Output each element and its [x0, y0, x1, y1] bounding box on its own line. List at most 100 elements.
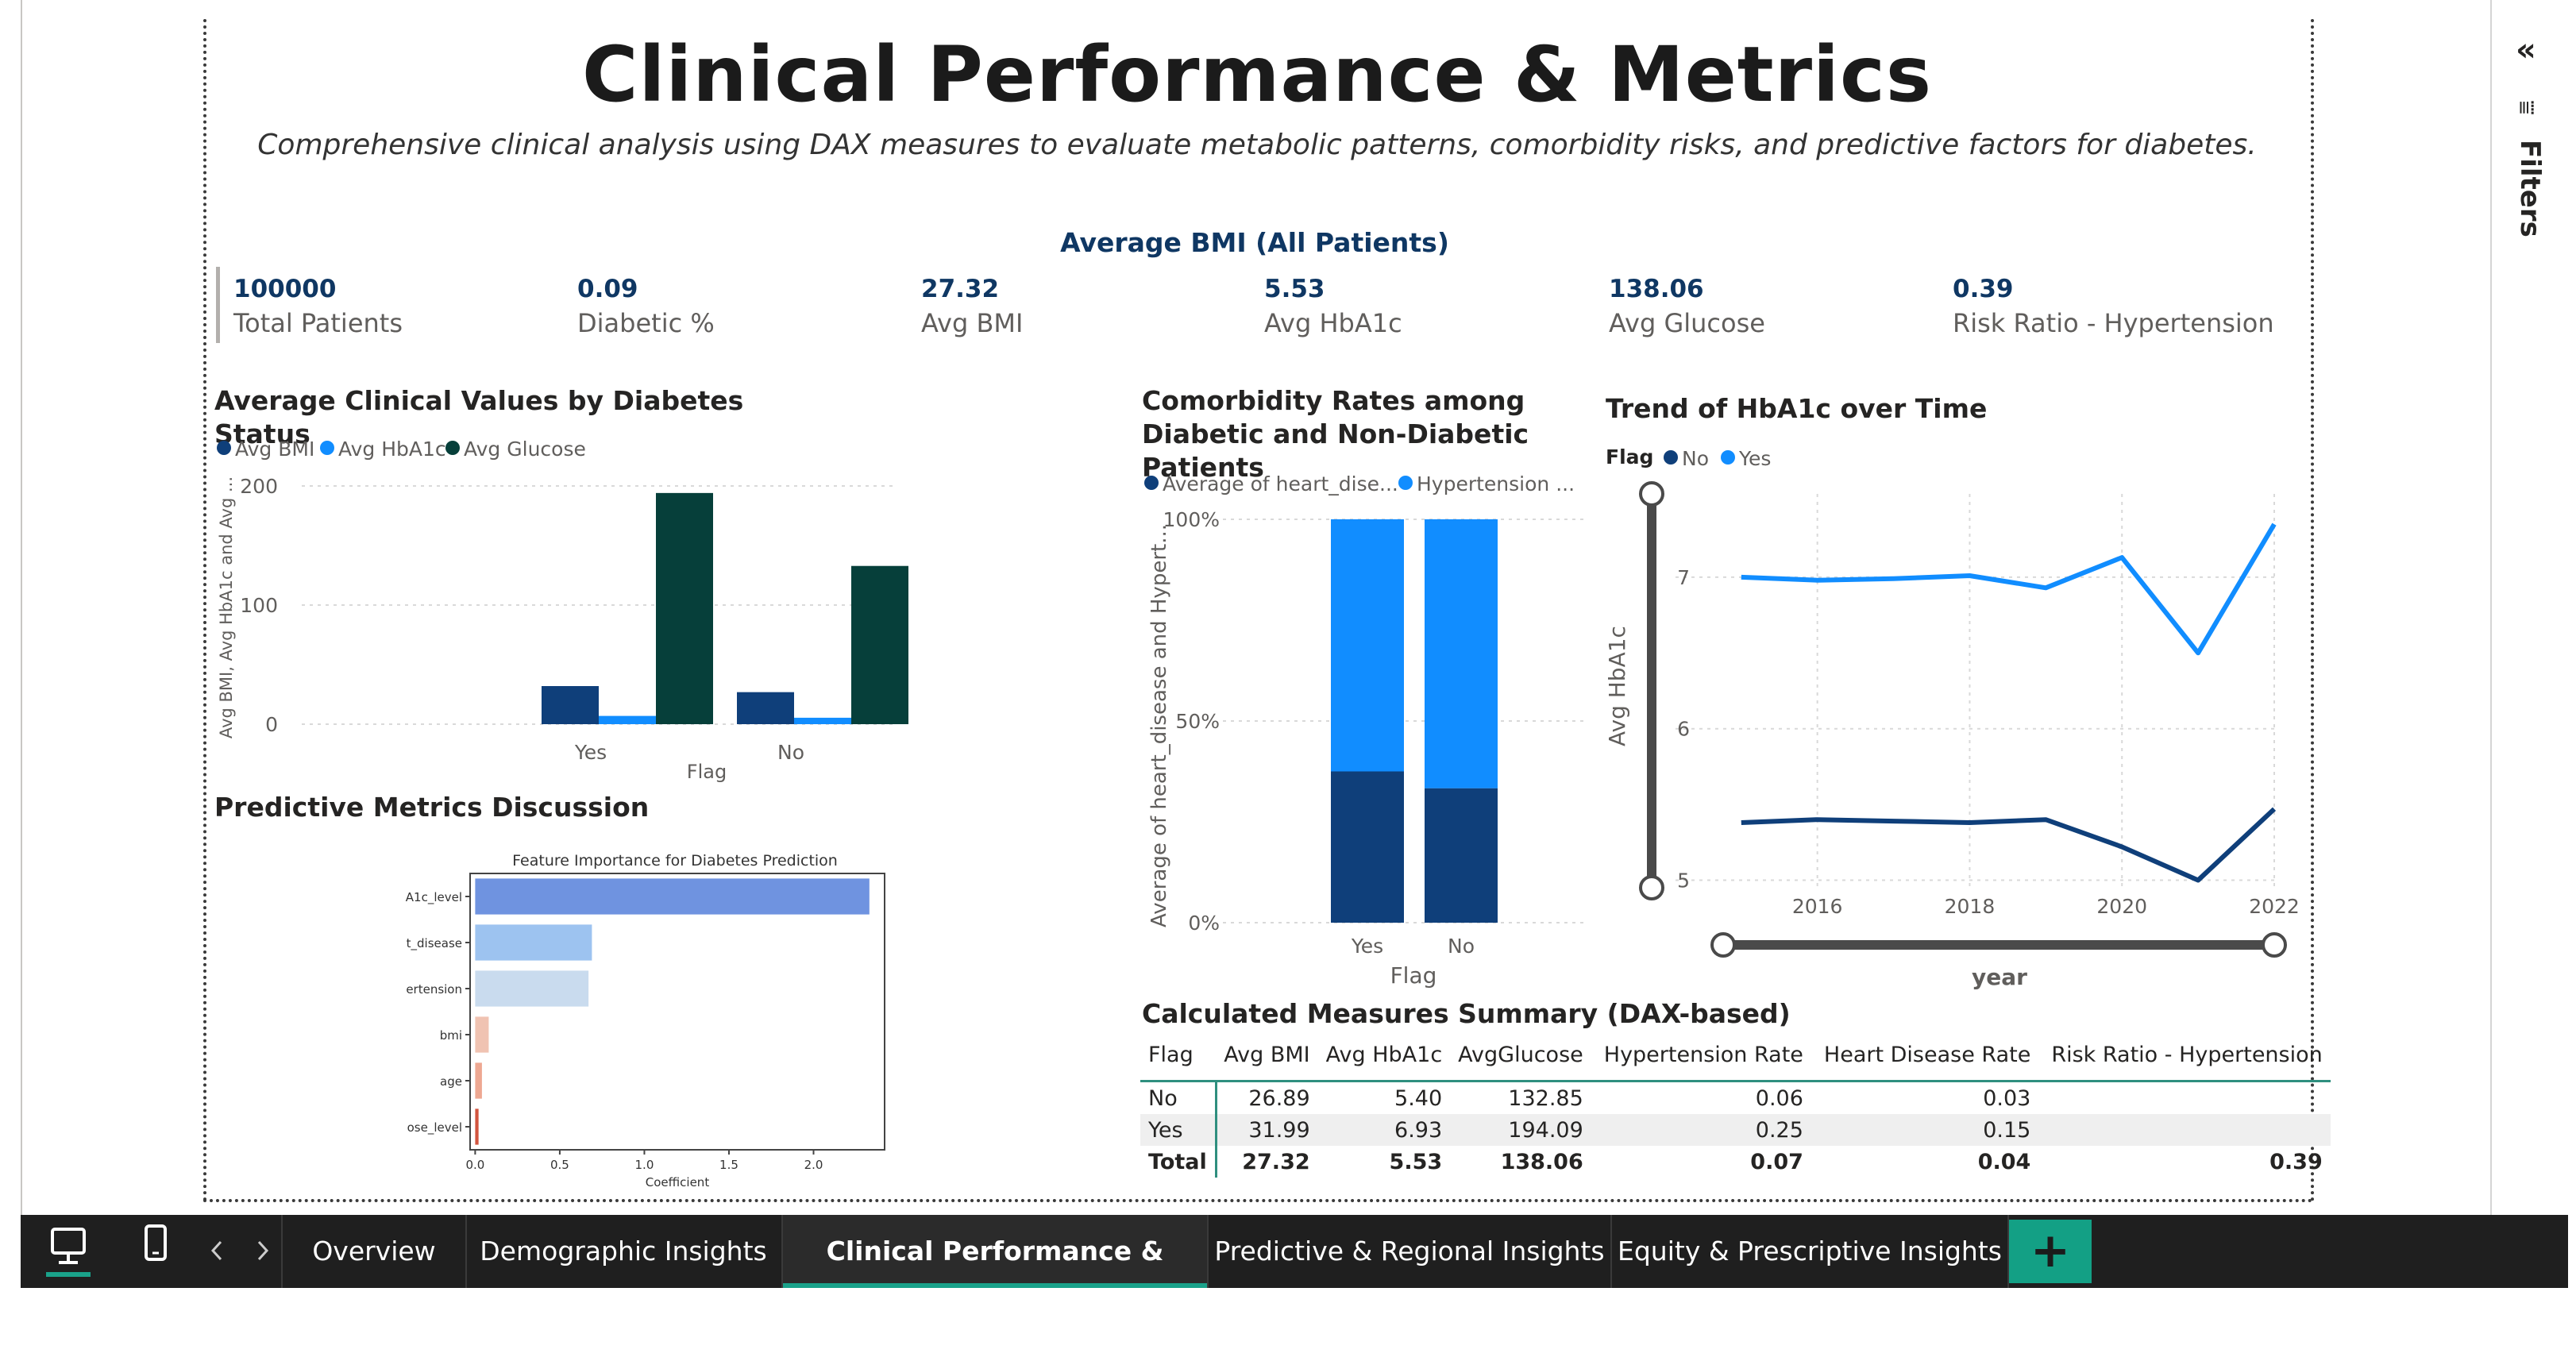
tab-demographic-insights[interactable]: Demographic Insights: [465, 1215, 783, 1288]
cell-hypertension-rate: 0.25: [1591, 1114, 1811, 1146]
cell-avg-hba1c: 6.93: [1317, 1114, 1451, 1146]
column-header-avg-bmi[interactable]: Avg BMI: [1216, 1029, 1318, 1082]
dax-table-title: Calculated Measures Summary (DAX-based): [1142, 998, 1791, 1029]
cell-total-avg-bmi: 27.32: [1242, 1149, 1310, 1174]
column-header-avg-hba1c[interactable]: Avg HbA1c: [1317, 1029, 1451, 1082]
filters-label[interactable]: Filters: [2514, 140, 2546, 237]
x-zoom-handle-right[interactable]: [2262, 932, 2287, 958]
filter-menu-icon[interactable]: ⩸: [2512, 100, 2540, 115]
feature-bar: [475, 970, 589, 1007]
hba1c-trend-chart-title[interactable]: Trend of HbA1c over Time: [1606, 393, 1988, 424]
cell-total-avg-hba1c: 5.53: [1389, 1149, 1443, 1174]
hba1c-trend-line-chart[interactable]: Flag No Yes Avg HbA1c year 5 6 7 2016 2018 20…: [1604, 445, 2300, 990]
x-tick-label: 0.5: [550, 1158, 569, 1172]
desktop-icon: [46, 1228, 91, 1277]
chevron-left-icon: [210, 1240, 222, 1261]
legend-swatch-heart-disease: [1144, 476, 1159, 490]
x-tick-label: 0.0: [465, 1158, 484, 1172]
desktop-layout-button[interactable]: [44, 1221, 92, 1278]
x-tick-label: 2016: [1792, 895, 1843, 918]
comorbidity-chart-title[interactable]: Comorbidity Rates among Diabetic and Non…: [1142, 385, 1529, 483]
x-axis-title: Flag: [1390, 962, 1437, 989]
kpi-total-patients-value: 100000: [233, 275, 337, 303]
feature-bar: [475, 1016, 489, 1053]
x-tick-label: 2018: [1945, 895, 1996, 918]
bar-hypertension: [1425, 519, 1498, 788]
next-page-button[interactable]: [253, 1239, 272, 1263]
column-header-avg-glucose[interactable]: AvgGlucose: [1450, 1029, 1591, 1082]
y-zoom-handle-bottom[interactable]: [1639, 875, 1664, 900]
x-tick-label: No: [777, 741, 804, 764]
cell-total-hypertension-rate: 0.07: [1750, 1149, 1803, 1174]
previous-page-button[interactable]: [208, 1239, 227, 1263]
y-tick-label: 0%: [1188, 912, 1220, 935]
tab-clinical-performance-metrics[interactable]: Clinical Performance & Metrics: [783, 1215, 1209, 1340]
clinical-values-chart-title[interactable]: Average Clinical Values by Diabetes Stat…: [214, 385, 744, 449]
column-header-risk-ratio[interactable]: Risk Ratio - Hypertension: [2038, 1029, 2331, 1082]
kpi-divider: [216, 267, 220, 343]
tab-predictive-regional-insights[interactable]: Predictive & Regional Insights: [1209, 1215, 1612, 1288]
y-tick-label: 100: [240, 594, 278, 617]
cell-total-risk-ratio: 0.39: [2269, 1149, 2323, 1174]
y-axis-title: Average of heart_disease and Hypert...: [1147, 524, 1171, 927]
mobile-layout-button[interactable]: [140, 1223, 172, 1267]
cell-heart-disease-rate: 0.03: [1983, 1085, 2031, 1111]
add-page-button[interactable]: +: [2009, 1220, 2092, 1283]
feature-bar: [475, 1062, 482, 1099]
x-zoom-handle-left[interactable]: [1710, 932, 1736, 958]
legend-swatch-avg-hba1c: [320, 441, 334, 455]
legend-no: No: [1682, 447, 1709, 470]
y-tick-label: 200: [240, 475, 278, 498]
y-axis-title: Avg HbA1c: [1604, 626, 1630, 746]
y-tick-label: 7: [1677, 566, 1690, 589]
comorbidity-stacked-chart[interactable]: Average of heart_dise... Hypertension ..…: [1144, 472, 1588, 989]
kpi-total-patients-label: Total Patients: [233, 308, 403, 338]
table-total-row: Total 27.32 5.53 138.06 0.07 0.04 0.39: [1140, 1146, 2331, 1178]
kpi-avg-glucose-value: 138.06: [1609, 275, 1704, 303]
cell-total-label: Total: [1140, 1146, 1217, 1178]
y-tick-label: t_disease: [407, 936, 462, 951]
column-header-heart-disease-rate[interactable]: Heart Disease Rate: [1811, 1029, 2039, 1082]
x-tick-label: 1.0: [635, 1158, 654, 1172]
legend-swatch-avg-glucose: [445, 441, 460, 455]
y-tick-label: ertension: [406, 982, 462, 997]
legend-yes: Yes: [1738, 447, 1771, 470]
bar-avg-glucose: [656, 492, 713, 724]
feature-importance-chart: Feature Importance for Diabetes Predicti…: [406, 852, 885, 1189]
filters-pane[interactable]: [2490, 0, 2576, 1215]
kpi-avg-glucose-label: Avg Glucose: [1609, 308, 1765, 338]
column-header-flag[interactable]: Flag: [1140, 1029, 1217, 1082]
kpi-risk-ratio-label: Risk Ratio - Hypertension: [1953, 308, 2274, 338]
cell-risk-ratio: [2038, 1081, 2330, 1115]
legend-avg-hba1c: Avg HbA1c: [338, 438, 446, 461]
clinical-values-bar-chart[interactable]: Avg BMI Avg HbA1c Avg Glucose Avg BMI, A…: [217, 438, 908, 783]
column-header-hypertension-rate[interactable]: Hypertension Rate: [1591, 1029, 1811, 1082]
cell-flag: No: [1140, 1081, 1217, 1114]
mobile-icon: [145, 1224, 167, 1261]
tab-equity-prescriptive-insights[interactable]: Equity & Prescriptive Insights: [1612, 1215, 2009, 1288]
bar-avg-bmi: [737, 692, 794, 724]
page-title: Clinical Performance & Metrics: [582, 30, 1932, 119]
chevron-right-icon: [257, 1240, 269, 1261]
y-zoom-handle-top[interactable]: [1639, 481, 1664, 507]
cell-avg-glucose: 194.09: [1450, 1114, 1591, 1146]
page-tab-bar: [21, 1215, 2568, 1288]
y-tick-label: 5: [1677, 869, 1690, 892]
tab-overview[interactable]: Overview: [281, 1215, 467, 1288]
kpi-avg-bmi-value: 27.32: [921, 275, 1000, 303]
charts-canvas: Avg BMI Avg HbA1c Avg Glucose Avg BMI, A…: [217, 438, 2300, 1189]
table-row[interactable]: No 26.89 5.40 132.85 0.06 0.03: [1140, 1081, 2331, 1115]
y-tick-label: 6: [1677, 718, 1690, 741]
cell-avg-hba1c: 5.40: [1394, 1085, 1443, 1111]
collapse-filters-icon[interactable]: «: [2516, 32, 2536, 68]
x-axis-title: year: [1972, 964, 2027, 990]
cell-avg-glucose: 132.85: [1508, 1085, 1583, 1111]
y-tick-label: 100%: [1163, 508, 1220, 531]
x-axis-title: Flag: [687, 761, 727, 783]
kpi-card-title: Average BMI (All Patients): [1060, 227, 1449, 258]
kpi-avg-hba1c-label: Avg HbA1c: [1264, 308, 1402, 338]
table-row[interactable]: Yes 31.99 6.93 194.09 0.25 0.15: [1140, 1114, 2331, 1146]
bar-avg-hba1c: [599, 715, 656, 724]
y-tick-label: age: [440, 1074, 462, 1089]
y-tick-label: 0: [265, 713, 278, 736]
